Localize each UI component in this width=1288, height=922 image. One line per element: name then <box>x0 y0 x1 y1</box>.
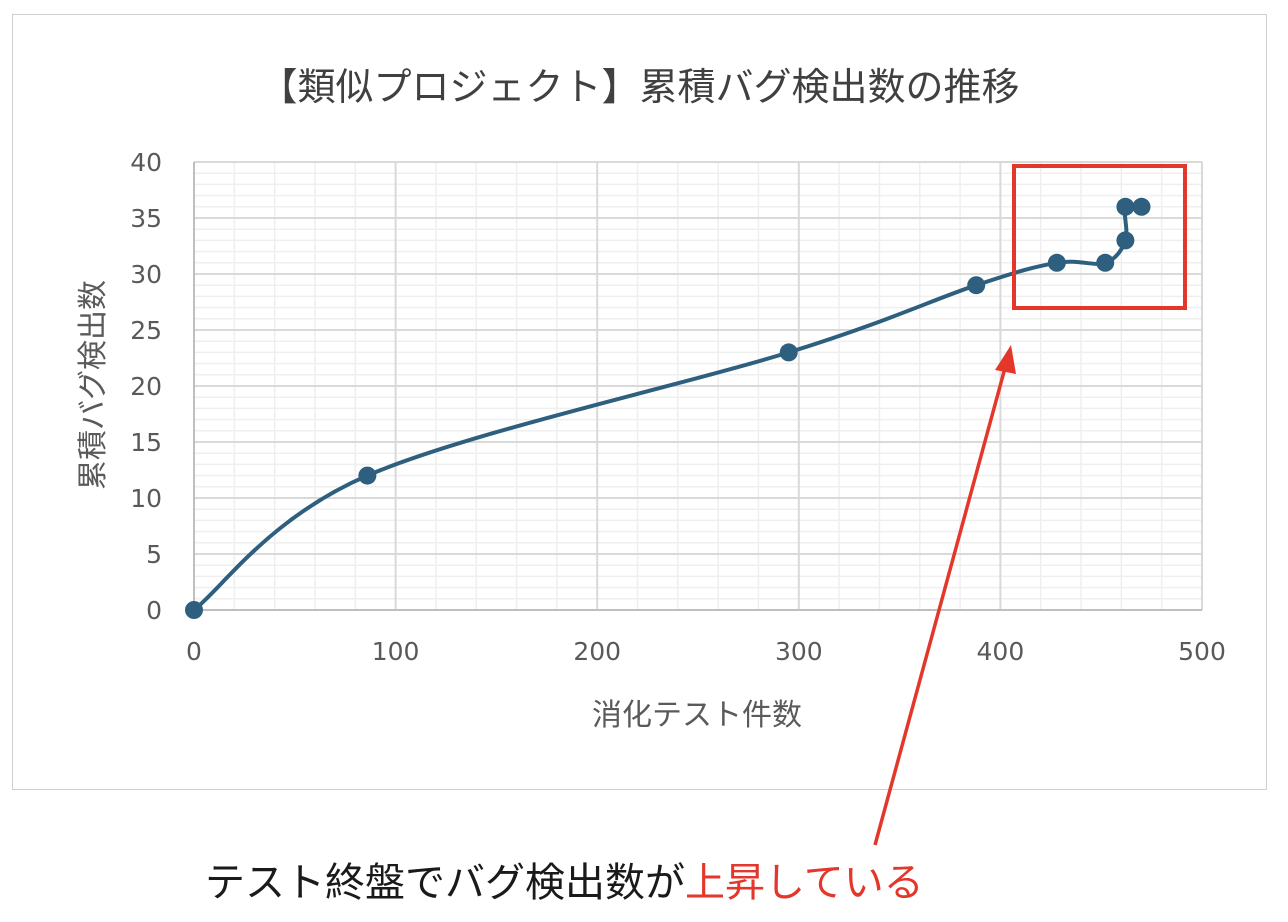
highlight-box <box>1012 164 1187 310</box>
chart-frame <box>12 14 1267 790</box>
x-tick-label: 400 <box>977 637 1025 666</box>
data-point <box>1116 197 1135 216</box>
annotation-prefix: テスト終盤でバグ検出数が <box>205 860 685 906</box>
series-line <box>192 202 1142 612</box>
y-tick-label: 20 <box>130 372 162 401</box>
data-point <box>185 601 203 619</box>
y-axis-title: 累積バグ検出数 <box>76 280 111 490</box>
chart-title: 【類似プロジェクト】累積バグ検出数の推移 <box>259 65 1020 109</box>
x-tick-label: 300 <box>775 637 823 666</box>
data-point <box>1047 253 1066 272</box>
data-point <box>967 276 986 295</box>
annotation-arrow-head <box>995 345 1016 374</box>
y-tick-label: 30 <box>130 260 162 289</box>
axes <box>193 162 1202 611</box>
data-point <box>358 466 377 485</box>
y-tick-label: 10 <box>130 484 162 513</box>
annotation-highlight: 上昇している <box>685 860 924 906</box>
data-point <box>1116 231 1135 250</box>
y-tick-label: 15 <box>130 428 162 457</box>
major-gridlines <box>194 161 1203 610</box>
x-tick-label: 200 <box>573 637 621 666</box>
data-point <box>779 343 798 362</box>
annotation-layer <box>873 164 1187 846</box>
annotation-text: テスト終盤でバグ検出数が上昇している <box>205 850 924 908</box>
y-tick-labels: 0 5 10 15 20 25 30 35 40 <box>130 148 162 625</box>
series-layer <box>185 197 1151 619</box>
x-tick-label: 0 <box>186 637 202 666</box>
y-tick-label: 0 <box>146 596 162 625</box>
y-tick-label: 5 <box>146 540 162 569</box>
x-tick-label: 100 <box>372 637 420 666</box>
data-point <box>1132 197 1151 216</box>
annotation-arrow-shaft <box>873 367 1007 846</box>
y-tick-label: 35 <box>130 204 162 233</box>
y-tick-label: 40 <box>130 148 162 177</box>
data-point <box>1096 253 1115 272</box>
y-tick-label: 25 <box>130 316 162 345</box>
x-tick-label: 500 <box>1178 637 1226 666</box>
x-tick-labels: 0 100 200 300 400 500 <box>186 637 1226 666</box>
x-axis-title: 消化テスト件数 <box>592 698 802 733</box>
